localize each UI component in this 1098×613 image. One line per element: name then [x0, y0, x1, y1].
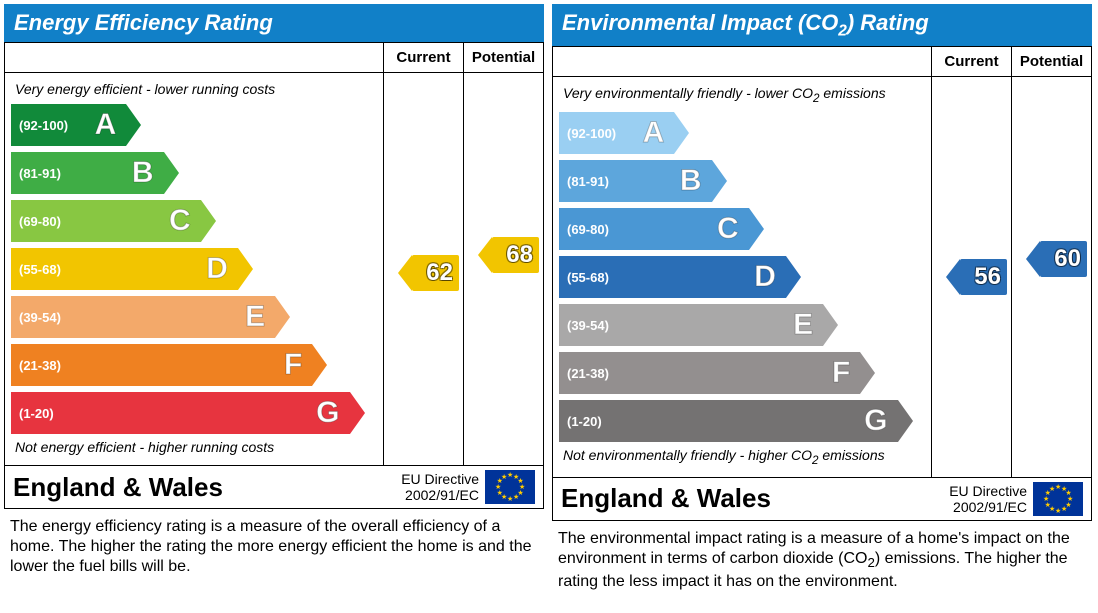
band-bar: (55-68) D — [11, 248, 238, 290]
band-bar: (92-100) A — [11, 104, 126, 146]
band-range: (39-54) — [19, 310, 61, 325]
bottom-hint: Not environmentally friendly - higher CO… — [559, 445, 931, 471]
band-letter: G — [316, 396, 339, 430]
band-row-c: (69-80) C — [11, 197, 383, 245]
eu-flag-icon: ★★★★★★★★★★★★ — [1033, 482, 1083, 516]
band-letter: E — [793, 308, 813, 342]
region-label: England & Wales — [561, 483, 949, 514]
rating-table: Current Potential Very energy efficient … — [4, 42, 544, 509]
band-row-f: (21-38) F — [11, 341, 383, 389]
band-bar: (39-54) E — [559, 304, 823, 346]
current-pointer: 56 — [960, 259, 1007, 295]
band-letter: B — [132, 156, 154, 190]
current-pointer: 62 — [412, 255, 459, 291]
band-bar: (69-80) C — [559, 208, 749, 250]
band-row-c: (69-80) C — [559, 205, 931, 253]
potential-pointer: 60 — [1040, 241, 1087, 277]
band-bar: (1-20) G — [11, 392, 350, 434]
band-letter: C — [169, 204, 191, 238]
band-row-g: (1-20) G — [11, 389, 383, 437]
band-bar: (21-38) F — [559, 352, 860, 394]
band-row-g: (1-20) G — [559, 397, 931, 445]
band-row-a: (92-100) A — [559, 109, 931, 157]
bands-chart: Very energy efficient - lower running co… — [5, 73, 383, 465]
band-bar: (21-38) F — [11, 344, 312, 386]
band-row-d: (55-68) D — [11, 245, 383, 293]
band-row-b: (81-91) B — [559, 157, 931, 205]
col-header-current: Current — [931, 47, 1011, 76]
header-row: Current Potential — [553, 47, 1091, 77]
band-range: (55-68) — [567, 270, 609, 285]
band-range: (81-91) — [19, 166, 61, 181]
band-bar: (1-20) G — [559, 400, 898, 442]
band-row-e: (39-54) E — [11, 293, 383, 341]
band-range: (81-91) — [567, 174, 609, 189]
current-value: 56 — [974, 263, 1001, 291]
band-letter: D — [206, 252, 228, 286]
top-hint: Very environmentally friendly - lower CO… — [559, 83, 931, 109]
band-bar: (55-68) D — [559, 256, 786, 298]
band-range: (55-68) — [19, 262, 61, 277]
band-letter: C — [717, 212, 739, 246]
band-letter: B — [680, 164, 702, 198]
band-row-e: (39-54) E — [559, 301, 931, 349]
band-bar: (92-100) A — [559, 112, 674, 154]
band-letter: G — [864, 404, 887, 438]
bottom-hint: Not energy efficient - higher running co… — [11, 437, 383, 459]
rating-table: Current Potential Very environmentally f… — [552, 46, 1092, 521]
band-bar: (69-80) C — [11, 200, 201, 242]
panel-title: Environmental Impact (CO2) Rating — [552, 4, 1092, 46]
band-range: (69-80) — [567, 222, 609, 237]
band-letter: E — [245, 300, 265, 334]
top-hint: Very energy efficient - lower running co… — [11, 79, 383, 101]
potential-value: 60 — [1054, 245, 1081, 273]
environmental-impact-panel: Environmental Impact (CO2) Rating Curren… — [552, 4, 1092, 592]
potential-column: 60 — [1011, 77, 1091, 477]
current-column: 56 — [931, 77, 1011, 477]
band-range: (92-100) — [567, 126, 616, 141]
col-header-potential: Potential — [1011, 47, 1091, 76]
band-row-d: (55-68) D — [559, 253, 931, 301]
panel-title: Energy Efficiency Rating — [4, 4, 544, 42]
band-letter: D — [754, 260, 776, 294]
band-bar: (81-91) B — [559, 160, 712, 202]
band-row-a: (92-100) A — [11, 101, 383, 149]
band-letter: A — [643, 116, 665, 150]
band-bar: (81-91) B — [11, 152, 164, 194]
footer-row: England & Wales EU Directive2002/91/EC ★… — [5, 465, 543, 508]
band-letter: F — [284, 348, 302, 382]
bands-chart: Very environmentally friendly - lower CO… — [553, 77, 931, 477]
panel-description: The energy efficiency rating is a measur… — [4, 509, 544, 577]
band-range: (92-100) — [19, 118, 68, 133]
current-column: 62 — [383, 73, 463, 465]
band-range: (1-20) — [567, 414, 602, 429]
potential-pointer: 68 — [492, 237, 539, 273]
eu-flag-icon: ★★★★★★★★★★★★ — [485, 470, 535, 504]
band-range: (21-38) — [19, 358, 61, 373]
header-row: Current Potential — [5, 43, 543, 73]
band-range: (69-80) — [19, 214, 61, 229]
footer-row: England & Wales EU Directive2002/91/EC ★… — [553, 477, 1091, 520]
band-range: (1-20) — [19, 406, 54, 421]
band-row-b: (81-91) B — [11, 149, 383, 197]
potential-value: 68 — [506, 241, 533, 269]
band-range: (21-38) — [567, 366, 609, 381]
band-letter: A — [95, 108, 117, 142]
band-range: (39-54) — [567, 318, 609, 333]
band-letter: F — [832, 356, 850, 390]
region-label: England & Wales — [13, 472, 401, 503]
directive-label: EU Directive2002/91/EC — [401, 471, 485, 503]
directive-label: EU Directive2002/91/EC — [949, 483, 1033, 515]
energy-efficiency-panel: Energy Efficiency Rating Current Potenti… — [4, 4, 544, 592]
potential-column: 68 — [463, 73, 543, 465]
col-header-potential: Potential — [463, 43, 543, 72]
band-row-f: (21-38) F — [559, 349, 931, 397]
col-header-current: Current — [383, 43, 463, 72]
current-value: 62 — [426, 259, 453, 287]
panel-description: The environmental impact rating is a mea… — [552, 521, 1092, 592]
band-bar: (39-54) E — [11, 296, 275, 338]
